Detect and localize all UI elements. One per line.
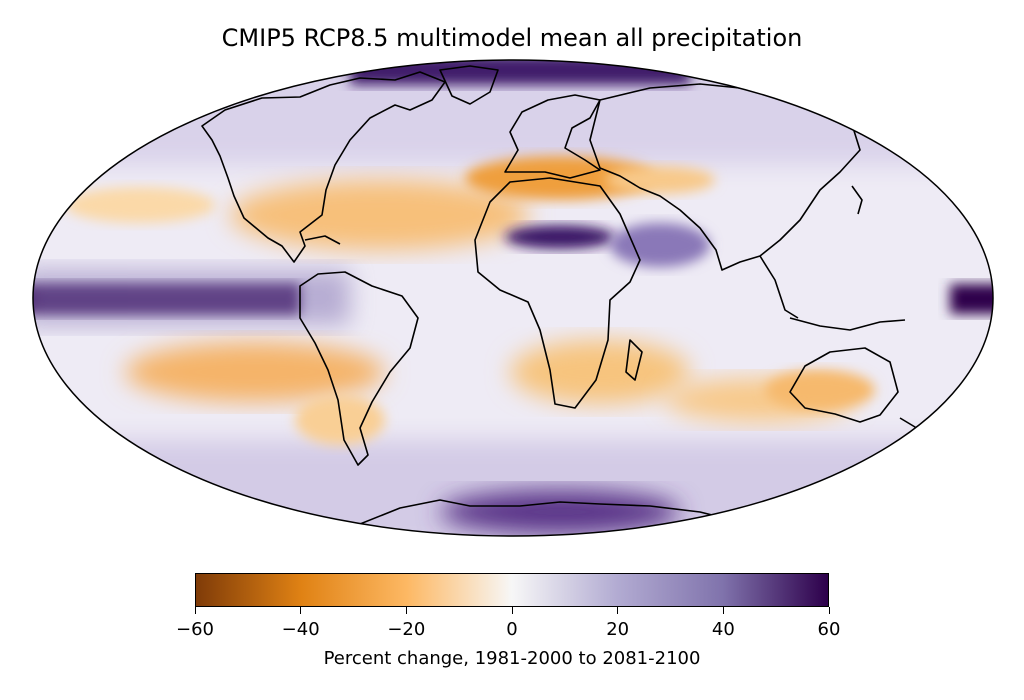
- colorbar-tick: [300, 607, 302, 614]
- colorbar-tick: [722, 607, 724, 614]
- field-antarctic-wet: [440, 490, 680, 534]
- precipitation-change-map: [32, 59, 994, 537]
- map-boundary: [32, 59, 994, 537]
- field-dry-spac: [125, 342, 385, 402]
- field-dry-mideast: [605, 166, 715, 194]
- colorbar-tick-label: 60: [817, 619, 841, 640]
- colorbar-tick-label: −40: [281, 619, 320, 640]
- colorbar-tick: [617, 607, 619, 614]
- colorbar-tick-label: 0: [506, 619, 518, 640]
- colorbar: [195, 573, 829, 607]
- colorbar-tick: [511, 607, 513, 614]
- field-dry-australia: [765, 370, 875, 410]
- coast-antarctica: [349, 499, 741, 529]
- field-wet-sahel: [505, 225, 615, 249]
- map-title: CMIP5 RCP8.5 multimodel mean all precipi…: [221, 24, 803, 52]
- coast-europe: [504, 94, 601, 179]
- field-wet-arabia: [610, 223, 710, 267]
- coast-japan: [851, 185, 863, 215]
- coast-australia: [789, 347, 899, 423]
- field-dry-med: [465, 156, 655, 200]
- colorbar-ticks: −60 −40 −20 0 20 40 60: [0, 607, 1024, 640]
- colorbar-tick: [405, 607, 407, 614]
- colorbar-tick-label: 20: [606, 619, 630, 640]
- coast-north-america: [201, 71, 446, 263]
- field-dry-natl: [230, 180, 530, 250]
- field-wet-eqpac-east: [950, 284, 993, 314]
- colorbar-tick: [828, 607, 830, 614]
- coast-africa: [474, 177, 641, 409]
- field-dry-chile: [295, 395, 385, 445]
- field-dry-safr: [510, 340, 690, 404]
- coast-greenland: [439, 65, 499, 105]
- coast-south-america: [299, 271, 419, 466]
- colorbar-label: Percent change, 1981-2000 to 2081-2100: [323, 648, 701, 669]
- coast-cuba: [304, 235, 341, 245]
- colorbar-tick-label: 40: [711, 619, 735, 640]
- field-dry-npac: [65, 187, 215, 223]
- coast-indochina: [759, 255, 799, 319]
- field-wet-eqpac-halo: [33, 270, 350, 325]
- colorbar-tick-label: −20: [387, 619, 426, 640]
- map-field: [33, 60, 993, 536]
- colorbar-tick-label: −60: [176, 619, 214, 640]
- colorbar-tick: [194, 607, 196, 614]
- coast-madagascar: [625, 339, 643, 381]
- coast-indonesia: [789, 317, 906, 331]
